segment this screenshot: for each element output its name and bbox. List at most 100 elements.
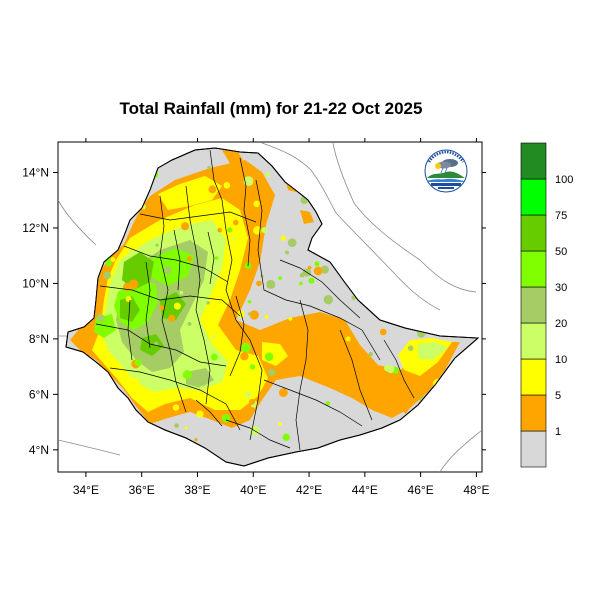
rainfall-speckle xyxy=(210,353,218,361)
rainfall-speckle xyxy=(265,172,271,178)
admin-boundary xyxy=(99,285,241,317)
rainfall-speckle xyxy=(264,352,274,362)
y-tick-label: 8°N xyxy=(29,332,49,346)
admin-boundary xyxy=(383,339,415,399)
rainfall-speckle xyxy=(232,219,239,226)
admin-boundary xyxy=(139,211,257,223)
rainfall-speckle xyxy=(287,238,297,248)
admin-boundary xyxy=(263,379,363,427)
legend-swatch xyxy=(520,430,547,468)
legend-swatch xyxy=(520,286,547,324)
rainfall-speckle xyxy=(323,295,333,305)
legend: 1 5 10 20 30 50 75 100 xyxy=(520,142,573,468)
rainfall-speckle xyxy=(278,276,283,280)
rainfall-band xyxy=(300,210,314,224)
rainfall-speckle xyxy=(264,315,269,319)
x-tick-label: 34°E xyxy=(73,483,99,497)
rainfall-speckle xyxy=(320,265,329,274)
legend-label: 75 xyxy=(555,210,567,222)
rainfall-speckle xyxy=(313,266,323,276)
admin-boundary xyxy=(209,149,263,441)
rainfall-speckle xyxy=(214,256,219,260)
rainfall-speckle xyxy=(194,438,198,442)
rainfall-speckle xyxy=(179,290,184,295)
rainfall-band xyxy=(158,176,222,210)
rainfall-speckle xyxy=(248,398,256,405)
rainfall-band xyxy=(122,252,154,290)
rainfall-speckle xyxy=(231,237,235,241)
admin-boundary xyxy=(255,179,381,361)
admin-boundary xyxy=(279,259,361,319)
rainfall-speckle xyxy=(284,250,289,255)
rainfall-speckle xyxy=(135,219,143,226)
y-tick-label: 6°N xyxy=(29,387,49,401)
rainfall-speckle xyxy=(379,328,387,336)
rainfall-speckle xyxy=(206,301,210,305)
rainfall-speckle xyxy=(159,305,165,311)
rainfall-speckle xyxy=(247,300,252,304)
rainfall-speckle xyxy=(278,388,288,398)
rainfall-speckle xyxy=(147,379,155,387)
rainfall-speckle xyxy=(110,257,116,262)
rainfall-speckle xyxy=(407,345,414,351)
rainfall-speckle xyxy=(134,359,142,367)
rainfall-speckle xyxy=(308,277,315,284)
rainfall-speckle xyxy=(247,312,252,316)
x-tick-label: 46°E xyxy=(408,483,434,497)
rainfall-speckle xyxy=(253,200,260,208)
rainfall-band xyxy=(186,368,214,388)
ethiopia-outline xyxy=(65,147,480,467)
legend-swatch xyxy=(520,250,547,288)
admin-boundary xyxy=(225,419,291,449)
rainfall-speckle xyxy=(174,423,179,428)
rainfall-band xyxy=(418,342,448,360)
y-tick-label: 10°N xyxy=(22,276,49,290)
legend-label: 10 xyxy=(555,354,567,366)
rainfall-speckle xyxy=(182,370,192,380)
rainfall-speckle xyxy=(299,281,303,286)
rainfall-speckle xyxy=(282,433,290,441)
rainfall-band xyxy=(140,334,164,356)
rainfall-band xyxy=(120,296,140,322)
y-tick-label: 12°N xyxy=(22,221,49,235)
rainfall-speckle xyxy=(155,243,159,247)
rainfall-speckle xyxy=(128,250,133,254)
rainfall-band xyxy=(152,248,194,286)
rainfall-speckle xyxy=(96,313,105,322)
rainfall-speckle xyxy=(288,316,293,321)
rainfall-speckle xyxy=(266,279,276,289)
admin-boundary xyxy=(145,261,151,349)
legend-swatch xyxy=(520,394,547,432)
legend-swatch xyxy=(520,322,547,360)
rainfall-speckle xyxy=(212,334,217,339)
rainfall-speckle xyxy=(249,364,256,370)
rainfall-speckle xyxy=(105,260,112,267)
x-tick-label: 48°E xyxy=(463,483,489,497)
ethiopian-meteorology-institute-logo xyxy=(424,149,468,193)
rainfall-speckle xyxy=(184,426,188,430)
rainfall-speckle xyxy=(217,227,223,233)
rainfall-band xyxy=(398,398,412,414)
legend-label: 5 xyxy=(555,390,561,402)
legend-swatch xyxy=(520,358,547,396)
rainfall-speckle xyxy=(386,365,395,374)
rainfall-speckle xyxy=(240,342,251,353)
rainfall-speckle xyxy=(163,266,172,275)
legend-label: 1 xyxy=(555,426,561,438)
legend-swatch xyxy=(520,214,547,252)
rainfall-speckle xyxy=(173,302,181,310)
rainfall-speckle xyxy=(103,271,112,280)
rainfall-speckle xyxy=(297,341,305,349)
rainfall-speckle xyxy=(314,261,320,267)
x-tick-label: 44°E xyxy=(352,483,378,497)
admin-boundary xyxy=(185,185,211,405)
rainfall-speckle xyxy=(351,295,356,301)
admin-boundary xyxy=(295,299,309,451)
rainfall-speckle xyxy=(345,336,351,342)
rainfall-speckle xyxy=(244,391,252,398)
rainfall-speckle xyxy=(172,404,180,411)
rainfall-speckle xyxy=(186,256,193,262)
legend-label: 100 xyxy=(555,174,573,186)
rainfall-speckle xyxy=(307,265,312,270)
